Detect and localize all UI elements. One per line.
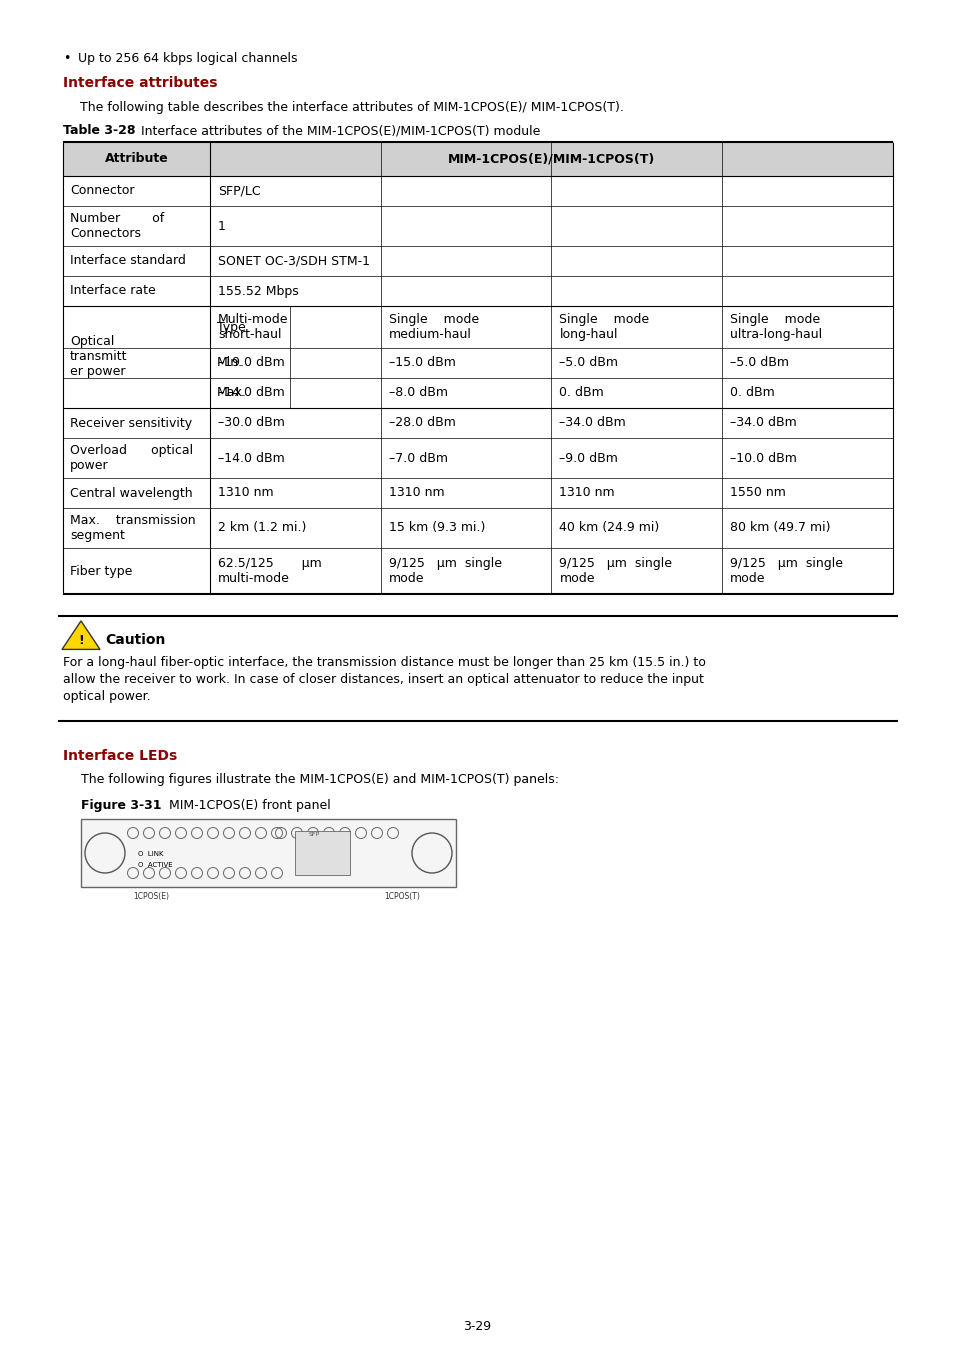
Text: 1310 nm: 1310 nm	[388, 486, 444, 500]
Text: –15.0 dBm: –15.0 dBm	[388, 356, 456, 370]
Text: Table 3-28: Table 3-28	[63, 124, 135, 136]
Text: allow the receiver to work. In case of closer distances, insert an optical atten: allow the receiver to work. In case of c…	[63, 674, 703, 686]
Text: 1CPOS(E): 1CPOS(E)	[132, 892, 169, 900]
Text: –10.0 dBm: –10.0 dBm	[729, 451, 797, 464]
Text: Connector: Connector	[70, 185, 134, 197]
Text: 62.5/125       μm
multi-mode: 62.5/125 μm multi-mode	[218, 558, 321, 585]
Text: Interface attributes of the MIM-1CPOS(E)/MIM-1CPOS(T) module: Interface attributes of the MIM-1CPOS(E)…	[137, 124, 539, 136]
Text: 9/125   μm  single
mode: 9/125 μm single mode	[558, 558, 672, 585]
Text: –5.0 dBm: –5.0 dBm	[729, 356, 788, 370]
Text: 15 km (9.3 mi.): 15 km (9.3 mi.)	[388, 521, 485, 535]
Text: 3-29: 3-29	[462, 1320, 491, 1332]
Text: Single    mode
ultra-long-haul: Single mode ultra-long-haul	[729, 313, 821, 342]
Text: Caution: Caution	[105, 633, 165, 647]
Text: The following table describes the interface attributes of MIM-1CPOS(E)/ MIM-1CPO: The following table describes the interf…	[80, 101, 623, 113]
Text: Overload      optical
power: Overload optical power	[70, 444, 193, 472]
Text: Optical
transmitt
er power: Optical transmitt er power	[70, 336, 128, 378]
Text: –30.0 dBm: –30.0 dBm	[218, 417, 285, 429]
Text: –34.0 dBm: –34.0 dBm	[558, 417, 625, 429]
Text: 9/125   μm  single
mode: 9/125 μm single mode	[388, 558, 501, 585]
Text: Attribute: Attribute	[105, 153, 168, 166]
Bar	[81, 819, 456, 887]
Text: Figure 3-31: Figure 3-31	[81, 799, 161, 811]
Text: –28.0 dBm: –28.0 dBm	[388, 417, 456, 429]
Text: Interface standard: Interface standard	[70, 255, 186, 267]
Polygon shape	[62, 621, 100, 649]
Text: Fiber type: Fiber type	[70, 564, 132, 578]
Text: Max.    transmission
segment: Max. transmission segment	[70, 514, 195, 541]
Text: •: •	[63, 53, 71, 65]
Bar	[63, 142, 892, 176]
Text: SFP/LC: SFP/LC	[218, 185, 260, 197]
Text: 9/125   μm  single
mode: 9/125 μm single mode	[729, 558, 842, 585]
Text: Single    mode
medium-haul: Single mode medium-haul	[388, 313, 478, 342]
Text: The following figures illustrate the MIM-1CPOS(E) and MIM-1CPOS(T) panels:: The following figures illustrate the MIM…	[81, 774, 558, 786]
Text: SFP: SFP	[309, 833, 320, 837]
Text: 1310 nm: 1310 nm	[218, 486, 274, 500]
Text: 0. dBm: 0. dBm	[558, 386, 603, 400]
Text: 155.52 Mbps: 155.52 Mbps	[218, 285, 298, 297]
Text: Receiver sensitivity: Receiver sensitivity	[70, 417, 192, 429]
Text: !: !	[78, 634, 84, 648]
Text: O  LINK: O LINK	[138, 850, 163, 857]
Text: Type: Type	[216, 320, 246, 333]
Text: Interface rate: Interface rate	[70, 285, 155, 297]
Text: 1: 1	[218, 220, 226, 232]
Text: Number        of
Connectors: Number of Connectors	[70, 212, 164, 240]
Text: 0. dBm: 0. dBm	[729, 386, 774, 400]
Text: –5.0 dBm: –5.0 dBm	[558, 356, 618, 370]
Text: Interface LEDs: Interface LEDs	[63, 749, 177, 763]
Text: 1310 nm: 1310 nm	[558, 486, 615, 500]
Text: MIM-1CPOS(E)/MIM-1CPOS(T): MIM-1CPOS(E)/MIM-1CPOS(T)	[447, 153, 655, 166]
Text: –9.0 dBm: –9.0 dBm	[558, 451, 618, 464]
Text: Min.: Min.	[216, 356, 243, 370]
Text: Central wavelength: Central wavelength	[70, 486, 193, 500]
Text: 80 km (49.7 mi): 80 km (49.7 mi)	[729, 521, 830, 535]
Text: Interface attributes: Interface attributes	[63, 76, 217, 90]
Text: MIM-1CPOS(E) front panel: MIM-1CPOS(E) front panel	[165, 799, 331, 811]
Text: 40 km (24.9 mi): 40 km (24.9 mi)	[558, 521, 659, 535]
Text: –7.0 dBm: –7.0 dBm	[388, 451, 447, 464]
Text: For a long-haul fiber-optic interface, the transmission distance must be longer : For a long-haul fiber-optic interface, t…	[63, 656, 705, 670]
Text: 2 km (1.2 mi.): 2 km (1.2 mi.)	[218, 521, 306, 535]
Text: SONET OC-3/SDH STM-1: SONET OC-3/SDH STM-1	[218, 255, 370, 267]
Text: 1550 nm: 1550 nm	[729, 486, 785, 500]
Text: optical power.: optical power.	[63, 690, 151, 703]
Text: –8.0 dBm: –8.0 dBm	[388, 386, 447, 400]
Text: 1CPOS(T): 1CPOS(T)	[384, 892, 419, 900]
Text: –14.0 dBm: –14.0 dBm	[218, 386, 284, 400]
Text: –19.0 dBm: –19.0 dBm	[218, 356, 284, 370]
Text: Up to 256 64 kbps logical channels: Up to 256 64 kbps logical channels	[78, 53, 297, 65]
Bar	[294, 832, 350, 875]
Text: Max.: Max.	[216, 386, 247, 400]
Text: O  ACTIVE: O ACTIVE	[138, 863, 172, 868]
Text: –14.0 dBm: –14.0 dBm	[218, 451, 284, 464]
Text: Multi-mode
short-haul: Multi-mode short-haul	[218, 313, 288, 342]
Text: Single    mode
long-haul: Single mode long-haul	[558, 313, 649, 342]
Text: –34.0 dBm: –34.0 dBm	[729, 417, 796, 429]
